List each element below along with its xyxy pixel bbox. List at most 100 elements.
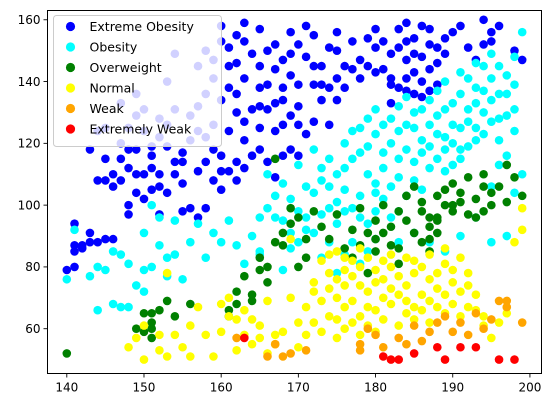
point-normal (386, 250, 396, 259)
legend-label-overweight: Overweight (90, 60, 162, 75)
point-normal (425, 274, 434, 284)
point-extremely-weak (394, 355, 404, 364)
point-overweight (155, 305, 164, 315)
point-normal (186, 321, 195, 330)
point-obesity (417, 105, 427, 114)
point-obesity (394, 154, 404, 164)
point-weak (471, 308, 481, 318)
point-extreme-obesity (301, 129, 311, 139)
point-normal (348, 296, 357, 306)
x-tick-label: 150 (133, 381, 156, 395)
point-obesity (517, 169, 527, 179)
point-normal (247, 339, 257, 349)
point-extreme-obesity (294, 101, 303, 111)
point-obesity (85, 271, 95, 281)
point-overweight (317, 222, 326, 232)
point-normal (386, 284, 396, 293)
plot-area-frame (47, 10, 542, 374)
point-weak (487, 315, 496, 324)
point-normal (409, 302, 419, 312)
point-extreme-obesity (224, 43, 234, 52)
point-extreme-obesity (85, 145, 95, 154)
point-extreme-obesity (456, 21, 465, 31)
point-extreme-obesity (317, 80, 326, 89)
point-extreme-obesity (108, 169, 118, 179)
point-normal (309, 278, 319, 287)
point-normal (394, 321, 404, 330)
point-overweight (517, 191, 527, 201)
point-normal (332, 315, 342, 324)
point-obesity (124, 302, 133, 312)
x-tick-label: 160 (210, 381, 233, 395)
point-normal (162, 352, 172, 361)
point-extreme-obesity (255, 61, 265, 71)
point-normal (355, 281, 365, 290)
point-obesity (170, 216, 180, 225)
point-normal (463, 302, 473, 312)
point-obesity (456, 231, 465, 241)
point-extreme-obesity (70, 240, 79, 250)
point-extreme-obesity (294, 151, 303, 160)
point-overweight (324, 234, 334, 244)
legend-label-weak: Weak (90, 101, 125, 116)
point-extreme-obesity (386, 74, 396, 83)
point-overweight (162, 296, 172, 306)
point-normal (378, 293, 388, 303)
point-obesity (502, 111, 512, 120)
point-normal (332, 247, 342, 256)
point-weak (378, 342, 388, 352)
point-obesity (348, 154, 357, 164)
point-normal (340, 265, 349, 275)
point-obesity (479, 86, 488, 96)
point-extreme-obesity (309, 80, 319, 89)
point-normal (425, 296, 434, 306)
x-tick-label: 170 (287, 381, 310, 395)
point-extreme-obesity (479, 40, 488, 49)
point-extremely-weak (433, 342, 442, 352)
point-normal (355, 312, 365, 321)
point-extreme-obesity (77, 240, 87, 250)
point-normal (517, 225, 527, 235)
point-overweight (247, 290, 257, 300)
point-overweight (479, 182, 488, 191)
point-extreme-obesity (286, 27, 295, 37)
point-overweight (371, 216, 380, 225)
point-obesity (479, 108, 488, 117)
point-overweight (371, 234, 380, 244)
point-obesity (286, 194, 295, 204)
point-extreme-obesity (255, 83, 265, 93)
point-overweight (448, 200, 458, 210)
point-overweight (479, 169, 488, 179)
point-overweight (139, 308, 149, 318)
point-overweight (232, 287, 241, 296)
point-normal (286, 293, 295, 303)
point-obesity (294, 237, 303, 247)
legend-label-extremely-weak: Extremely Weak (90, 122, 192, 137)
point-obesity (394, 173, 404, 182)
series-weak (232, 296, 527, 361)
point-overweight (147, 318, 156, 327)
point-extreme-obesity (232, 30, 241, 40)
point-extreme-obesity (201, 157, 211, 167)
point-obesity (371, 179, 380, 188)
point-normal (355, 244, 365, 253)
point-obesity (417, 185, 427, 194)
point-extreme-obesity (386, 49, 396, 59)
point-extreme-obesity (394, 43, 404, 52)
point-obesity (471, 58, 481, 68)
point-overweight (463, 173, 473, 182)
point-extreme-obesity (263, 105, 272, 114)
point-extreme-obesity (417, 21, 427, 31)
point-normal (517, 203, 527, 213)
point-weak (286, 349, 295, 358)
point-extreme-obesity (70, 262, 79, 272)
point-weak (409, 321, 419, 330)
point-extreme-obesity (155, 169, 164, 179)
point-obesity (278, 265, 288, 275)
y-tick-label: 140 (18, 75, 41, 89)
point-normal (224, 312, 234, 321)
point-obesity (332, 268, 342, 278)
point-overweight (286, 203, 295, 213)
point-normal (170, 330, 180, 340)
point-overweight (363, 268, 373, 278)
